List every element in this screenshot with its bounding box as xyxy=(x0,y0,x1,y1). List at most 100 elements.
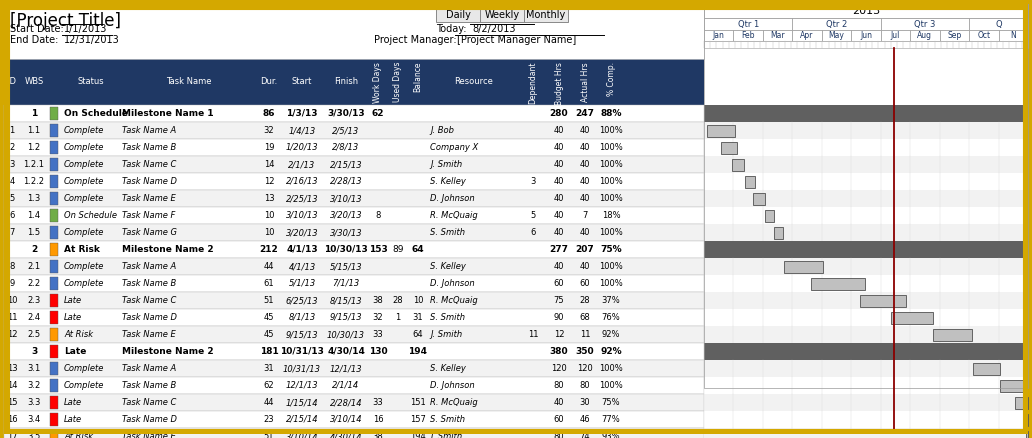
Text: 40: 40 xyxy=(580,143,590,152)
Bar xyxy=(793,30,821,41)
Bar xyxy=(480,7,524,22)
Bar xyxy=(704,377,1028,394)
Text: Dur.: Dur. xyxy=(260,78,278,86)
Text: On Schedule: On Schedule xyxy=(64,211,117,220)
Text: 16: 16 xyxy=(6,415,18,424)
Text: 100%: 100% xyxy=(600,364,623,373)
Text: 32: 32 xyxy=(373,313,383,322)
Text: Task Name A: Task Name A xyxy=(122,262,176,271)
Text: 40: 40 xyxy=(580,262,590,271)
Bar xyxy=(1023,413,1028,425)
Text: 68: 68 xyxy=(580,313,590,322)
Text: 3/30/13: 3/30/13 xyxy=(329,228,362,237)
Text: 80: 80 xyxy=(554,381,565,390)
Text: 44: 44 xyxy=(264,262,275,271)
Text: 5: 5 xyxy=(530,211,536,220)
Text: [Project Title]: [Project Title] xyxy=(10,12,121,30)
Text: Work Days: Work Days xyxy=(374,62,383,103)
Bar xyxy=(50,379,58,392)
Text: 100%: 100% xyxy=(600,177,623,186)
Bar xyxy=(969,30,999,41)
Text: 40: 40 xyxy=(580,194,590,203)
Text: Task Name B: Task Name B xyxy=(122,381,176,390)
Text: S. Kelley: S. Kelley xyxy=(430,364,465,373)
Text: 6: 6 xyxy=(9,211,14,220)
Text: 380: 380 xyxy=(550,347,569,356)
Text: Complete: Complete xyxy=(64,177,104,186)
Bar xyxy=(704,394,1028,411)
Bar xyxy=(1000,379,1027,392)
Text: WBS: WBS xyxy=(25,78,43,86)
Bar xyxy=(704,309,1028,326)
Text: Resource: Resource xyxy=(454,78,493,86)
Text: 194: 194 xyxy=(409,347,427,356)
Text: On Schedule: On Schedule xyxy=(64,109,128,118)
Text: N: N xyxy=(1010,31,1017,40)
Text: 10/30/13: 10/30/13 xyxy=(327,330,365,339)
Text: R. McQuaig: R. McQuaig xyxy=(430,296,478,305)
Text: Task Name C: Task Name C xyxy=(122,160,176,169)
Text: 40: 40 xyxy=(554,398,565,407)
Text: D. Johnson: D. Johnson xyxy=(430,381,475,390)
Text: Task Name E: Task Name E xyxy=(122,432,175,438)
Text: 130: 130 xyxy=(368,347,387,356)
Bar xyxy=(50,243,58,256)
Text: 2/5/13: 2/5/13 xyxy=(332,126,359,135)
Text: 1/3/13: 1/3/13 xyxy=(286,109,318,118)
Text: 33: 33 xyxy=(373,330,383,339)
Bar xyxy=(50,294,58,307)
Text: Complete: Complete xyxy=(64,194,104,203)
Text: At Risk: At Risk xyxy=(64,432,93,438)
Bar xyxy=(50,209,58,222)
Bar xyxy=(4,207,704,224)
Bar xyxy=(4,122,704,139)
Text: S. Smith: S. Smith xyxy=(430,228,465,237)
Bar xyxy=(860,294,905,307)
Bar xyxy=(704,207,1028,224)
Text: 13: 13 xyxy=(264,194,275,203)
Bar xyxy=(50,260,58,273)
Text: 40: 40 xyxy=(554,228,565,237)
Text: Task Name B: Task Name B xyxy=(122,279,176,288)
Bar xyxy=(50,413,58,426)
Text: 92%: 92% xyxy=(602,330,620,339)
Text: 2/15/14: 2/15/14 xyxy=(286,415,318,424)
Bar xyxy=(969,18,1028,30)
Text: 11: 11 xyxy=(7,313,18,322)
Text: Start: Start xyxy=(292,78,313,86)
Text: 15: 15 xyxy=(7,398,18,407)
Bar xyxy=(721,141,738,153)
Text: 1.3: 1.3 xyxy=(28,194,40,203)
Bar xyxy=(4,309,704,326)
Bar xyxy=(704,275,1028,292)
Text: D. Johnson: D. Johnson xyxy=(430,279,475,288)
Text: At Risk: At Risk xyxy=(64,245,100,254)
Text: 6/25/13: 6/25/13 xyxy=(286,296,318,305)
Bar xyxy=(50,345,58,358)
Bar xyxy=(704,139,1028,156)
Text: 44: 44 xyxy=(264,398,275,407)
Text: 40: 40 xyxy=(554,126,565,135)
Bar xyxy=(707,124,736,137)
Text: Mar: Mar xyxy=(770,31,785,40)
Text: Jun: Jun xyxy=(860,31,872,40)
Text: J. Bob: J. Bob xyxy=(430,126,454,135)
Text: 40: 40 xyxy=(554,194,565,203)
Text: Complete: Complete xyxy=(64,228,104,237)
Text: 10/31/13: 10/31/13 xyxy=(283,364,321,373)
Text: 5/15/13: 5/15/13 xyxy=(329,262,362,271)
Text: 100%: 100% xyxy=(600,160,623,169)
Bar xyxy=(704,4,1028,388)
Bar xyxy=(704,173,1028,190)
Text: 2.4: 2.4 xyxy=(28,313,40,322)
Text: Late: Late xyxy=(64,415,83,424)
Text: 17: 17 xyxy=(6,432,18,438)
Bar xyxy=(704,190,1028,207)
Text: 16: 16 xyxy=(373,415,383,424)
Text: 40: 40 xyxy=(580,177,590,186)
Bar xyxy=(704,224,1028,241)
Text: Milestone Name 2: Milestone Name 2 xyxy=(122,245,214,254)
Text: End Date:: End Date: xyxy=(10,35,59,45)
Text: 1.2.2: 1.2.2 xyxy=(24,177,44,186)
Text: 1: 1 xyxy=(395,313,400,322)
